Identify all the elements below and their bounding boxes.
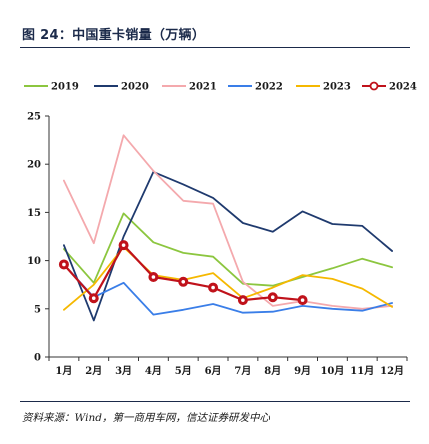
y-tick-label: 5 — [34, 304, 41, 315]
x-tick-label: 5月 — [175, 365, 192, 377]
legend-marker — [369, 81, 379, 91]
series-line-2020 — [63, 171, 394, 322]
x-tick-label: 10月 — [320, 365, 344, 377]
x-tick-label: 12月 — [380, 365, 404, 377]
x-tick-label: 7月 — [234, 365, 251, 377]
chart-legend: 2019 2020 2021 2022 2023 2024 — [24, 82, 417, 93]
series-line-2021 — [63, 134, 394, 310]
x-tick-label: 8月 — [264, 365, 281, 377]
x-tick-label: 4月 — [145, 365, 162, 377]
data-point-center — [62, 262, 66, 267]
data-point-center — [241, 298, 245, 302]
chart-axes: 0 5 10 15 20 25 1月 2月 3月 4月 5月 6月 7月 8月 9月 10月 11月 12月 — [27, 112, 408, 377]
chart-series — [58, 134, 394, 322]
data-point-center — [211, 285, 215, 290]
source-note: 资料来源：Wind，第一商用车网，信达证券研发中心 — [22, 412, 270, 424]
figure-title: 图 24：中国重卡销量（万辆） — [22, 28, 206, 43]
legend-label: 2023 — [323, 82, 351, 93]
legend-label: 2022 — [255, 82, 283, 93]
series-line-2023 — [63, 246, 394, 311]
source-divider — [20, 401, 410, 402]
data-point-center — [121, 243, 126, 247]
title-divider — [20, 47, 410, 48]
y-tick-label: 10 — [27, 256, 41, 267]
y-tick-label: 15 — [27, 208, 41, 219]
legend-label: 2019 — [51, 82, 79, 93]
data-point-center — [181, 280, 186, 284]
data-point-center — [91, 296, 96, 300]
data-point-center — [151, 275, 156, 279]
x-tick-label: 11月 — [350, 365, 374, 377]
x-tick-label: 6月 — [205, 365, 222, 377]
x-tick-label: 9月 — [294, 365, 311, 377]
legend-label: 2024 — [389, 82, 417, 93]
x-tick-label: 3月 — [115, 365, 132, 377]
data-point-center — [270, 295, 275, 300]
y-tick-label: 0 — [34, 353, 41, 364]
data-point-center — [300, 298, 305, 302]
y-tick-label: 25 — [27, 112, 41, 123]
legend-label: 2020 — [121, 82, 149, 93]
y-tick-label: 20 — [27, 160, 41, 171]
x-tick-label: 2月 — [85, 365, 102, 377]
legend-label: 2021 — [189, 82, 217, 93]
series-line-2022 — [63, 263, 394, 316]
series-line-2019 — [63, 212, 394, 287]
sales-line-chart: 2019 2020 2021 2022 2023 2024 0 5 10 15 20 25 1月 2月 3… — [24, 82, 417, 377]
x-tick-label: 1月 — [55, 365, 72, 377]
